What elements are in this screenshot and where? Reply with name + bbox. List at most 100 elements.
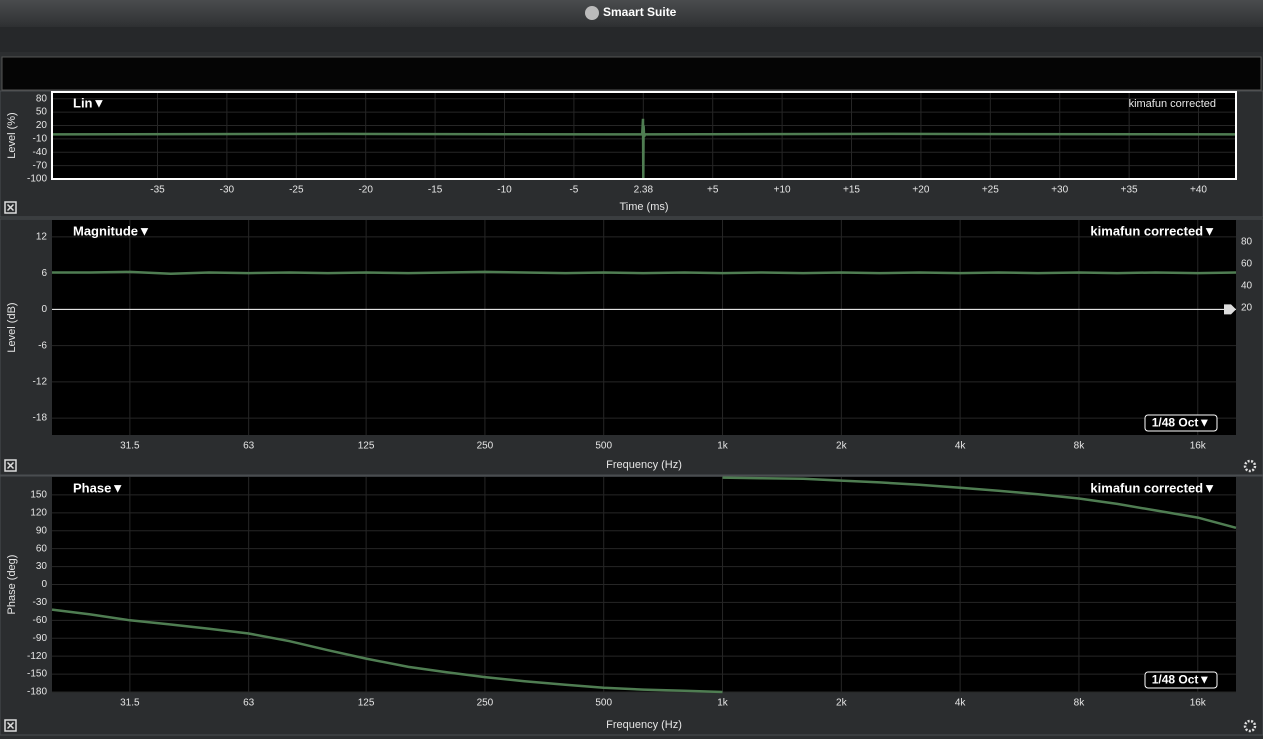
y2-tick-label: 80 bbox=[1241, 237, 1253, 248]
y-tick-label: -6 bbox=[38, 340, 47, 351]
x-tick-label: 4k bbox=[955, 441, 967, 452]
x-tick-label: 500 bbox=[595, 441, 612, 452]
y-tick-label: -120 bbox=[27, 651, 47, 662]
y-tick-label: 50 bbox=[36, 107, 48, 118]
x-tick-label: 2k bbox=[836, 441, 848, 452]
x-axis-label: Frequency (Hz) bbox=[606, 719, 682, 731]
y-tick-label: -70 bbox=[33, 160, 48, 171]
close-button[interactable] bbox=[4, 719, 17, 732]
x-tick-label: +20 bbox=[912, 185, 929, 196]
x-tick-label: 63 bbox=[243, 698, 255, 709]
x-tick-label: +35 bbox=[1121, 185, 1138, 196]
y-tick-label: -10 bbox=[33, 133, 48, 144]
y-tick-label: -180 bbox=[27, 687, 47, 698]
x-tick-label: +40 bbox=[1190, 185, 1207, 196]
toolbar bbox=[0, 27, 1263, 52]
y-tick-label: -150 bbox=[27, 669, 47, 680]
y-tick-label: -100 bbox=[27, 174, 47, 185]
close-button[interactable] bbox=[4, 459, 17, 472]
mode-label[interactable]: Phase▼ bbox=[73, 480, 124, 495]
y-tick-label: -90 bbox=[33, 633, 48, 644]
y-axis-label: Level (dB) bbox=[6, 302, 18, 352]
x-tick-label: 250 bbox=[477, 698, 494, 709]
y-tick-label: 0 bbox=[41, 304, 47, 315]
x-tick-label: 2.38 bbox=[634, 185, 654, 196]
x-tick-label: -15 bbox=[428, 185, 443, 196]
y-tick-label: -40 bbox=[33, 147, 48, 158]
x-tick-label: 16k bbox=[1190, 441, 1207, 452]
x-tick-label: -5 bbox=[569, 185, 578, 196]
x-tick-label: -25 bbox=[289, 185, 304, 196]
x-tick-label: 8k bbox=[1074, 441, 1086, 452]
y2-tick-label: 40 bbox=[1241, 281, 1253, 292]
y2-tick-label: 60 bbox=[1241, 259, 1253, 270]
x-tick-label: -30 bbox=[220, 185, 235, 196]
x-tick-label: -35 bbox=[150, 185, 165, 196]
x-tick-label: 4k bbox=[955, 698, 967, 709]
y-axis-label: Level (%) bbox=[6, 112, 18, 158]
x-tick-label: -20 bbox=[358, 185, 373, 196]
x-tick-label: -10 bbox=[497, 185, 512, 196]
x-tick-label: +25 bbox=[982, 185, 999, 196]
y-tick-label: 150 bbox=[30, 490, 47, 501]
x-tick-label: 1k bbox=[717, 441, 729, 452]
close-button[interactable] bbox=[4, 201, 17, 214]
reference-handle[interactable] bbox=[1224, 304, 1236, 315]
trace-label[interactable]: kimafun corrected bbox=[1129, 98, 1216, 110]
y-tick-label: 80 bbox=[36, 93, 48, 104]
x-axis-label: Frequency (Hz) bbox=[606, 459, 682, 471]
x-tick-label: 125 bbox=[358, 441, 375, 452]
resolution-label[interactable]: 1/48 Oct▼ bbox=[1152, 416, 1211, 430]
x-tick-label: 31.5 bbox=[120, 441, 140, 452]
x-tick-label: 125 bbox=[358, 698, 375, 709]
trace-label[interactable]: kimafun corrected▼ bbox=[1090, 480, 1216, 495]
x-tick-label: 31.5 bbox=[120, 698, 140, 709]
y-axis-label: Phase (deg) bbox=[6, 555, 18, 615]
resolution-box[interactable] bbox=[1144, 671, 1218, 689]
close-cross bbox=[6, 721, 15, 730]
x-tick-label: +5 bbox=[707, 185, 719, 196]
window-title: Smaart Suite bbox=[603, 5, 677, 19]
close-cross bbox=[6, 461, 15, 470]
trace-label[interactable]: kimafun corrected▼ bbox=[1090, 223, 1216, 238]
x-tick-label: +15 bbox=[843, 185, 860, 196]
close-cross bbox=[6, 203, 15, 212]
y-tick-label: 30 bbox=[36, 561, 48, 572]
mode-label[interactable]: Lin▼ bbox=[73, 95, 105, 110]
x-tick-label: 250 bbox=[477, 441, 494, 452]
x-tick-label: 1k bbox=[717, 698, 729, 709]
y-tick-label: 6 bbox=[41, 268, 47, 279]
y-tick-label: -18 bbox=[33, 413, 48, 424]
y-tick-label: -12 bbox=[33, 376, 48, 387]
x-tick-label: +10 bbox=[774, 185, 791, 196]
x-tick-label: +30 bbox=[1051, 185, 1068, 196]
settings-gear[interactable] bbox=[1243, 459, 1257, 473]
mode-label[interactable]: Magnitude▼ bbox=[73, 223, 151, 238]
y-tick-label: 12 bbox=[36, 232, 48, 243]
x-tick-label: 63 bbox=[243, 441, 255, 452]
selection-border bbox=[51, 91, 1237, 180]
resolution-box[interactable] bbox=[1144, 414, 1218, 432]
y-tick-label: 120 bbox=[30, 507, 47, 518]
y-tick-label: 90 bbox=[36, 525, 48, 536]
y-tick-label: 60 bbox=[36, 543, 48, 554]
y2-tick-label: 20 bbox=[1241, 303, 1253, 314]
y-tick-label: -30 bbox=[33, 597, 48, 608]
trace bbox=[51, 476, 1237, 694]
app-icon bbox=[585, 6, 599, 20]
y-tick-label: 0 bbox=[41, 579, 47, 590]
command-strip bbox=[1, 56, 1262, 91]
x-tick-label: 16k bbox=[1190, 698, 1207, 709]
x-axis-label: Time (ms) bbox=[619, 201, 668, 213]
y-tick-label: 20 bbox=[36, 120, 48, 131]
x-tick-label: 2k bbox=[836, 698, 848, 709]
title-bar bbox=[0, 0, 1263, 27]
resolution-label[interactable]: 1/48 Oct▼ bbox=[1152, 673, 1211, 687]
plot-area bbox=[52, 220, 1236, 435]
trace bbox=[52, 270, 1237, 276]
x-tick-label: 500 bbox=[595, 698, 612, 709]
settings-gear[interactable] bbox=[1243, 719, 1257, 733]
y-tick-label: -60 bbox=[33, 615, 48, 626]
